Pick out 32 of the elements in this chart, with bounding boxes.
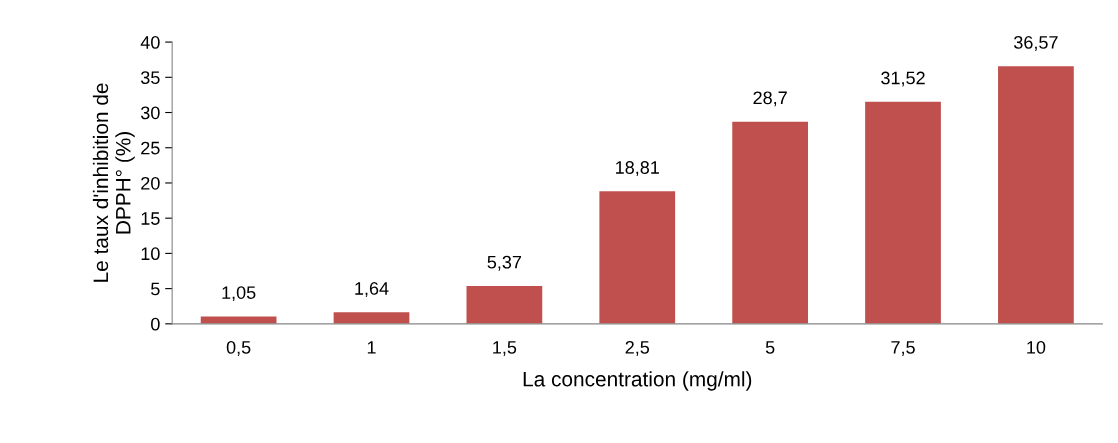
bar [333,312,410,324]
y-tick-label: 0 [151,317,160,331]
data-label: 28,7 [753,91,787,107]
y-axis-title: Le taux d'inhibition de DPPH° (%) [92,83,135,282]
data-label: 18,81 [616,161,659,177]
x-tick-label: 5 [765,341,775,354]
y-tick-label: 10 [141,247,160,261]
data-label: 36,57 [1014,36,1058,51]
x-axis-title: La concentration (mg/ml) [523,371,752,391]
y-tick-label: 15 [141,212,160,225]
bar [732,121,809,324]
y-tick-label: 35 [140,71,160,85]
x-tick-label: 1 [367,341,376,354]
x-tick-label: 10 [1027,340,1046,354]
y-tick-label: 5 [151,282,160,296]
data-label: 31,52 [881,71,925,87]
data-label: 5,37 [487,255,522,271]
x-tick-label: 1,5 [493,341,517,356]
y-tick-label: 30 [140,106,160,120]
y-tick-label: 20 [141,176,160,190]
y-tick-label: 25 [141,141,160,155]
bar [865,101,941,324]
y-tick-label: 40 [140,36,160,49]
bar [200,316,277,324]
data-label: 1,05 [222,286,256,302]
x-tick-label: 0,5 [226,340,251,356]
bar [599,191,676,324]
x-tick-label: 2,5 [625,340,650,356]
bar [466,286,543,324]
x-tick-label: 7,5 [891,341,915,356]
data-label: 1,64 [355,282,389,297]
bar [998,66,1074,324]
